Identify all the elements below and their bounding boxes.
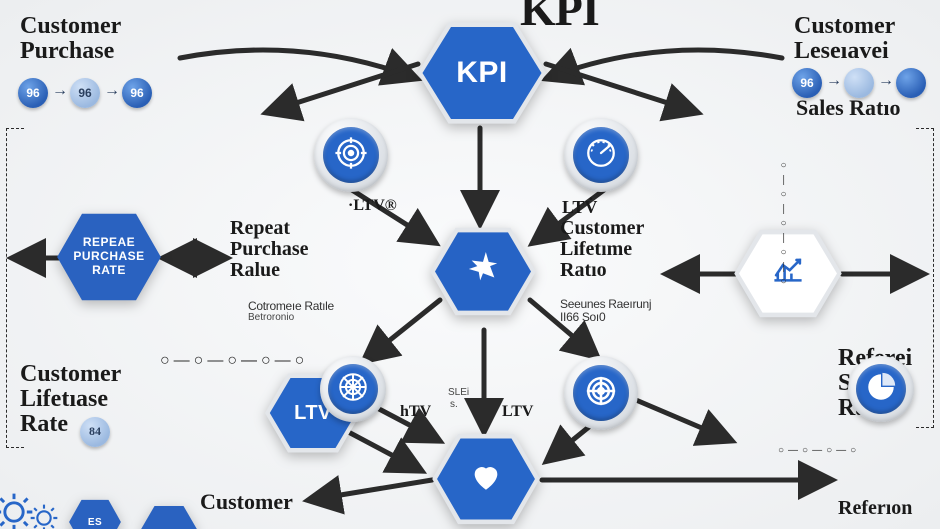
label-clr-block: Customer Lifetıme Ratıo [560, 218, 644, 281]
hex-mini-1: ES [68, 498, 122, 529]
heart-icon [469, 460, 503, 499]
dot-arrow-tl-1: → [52, 82, 68, 100]
chain-right: ○—○—○—○—○ [778, 160, 877, 296]
label-mid-sle: SLEі [448, 388, 469, 399]
bracket-left [6, 128, 24, 448]
label-repeat-block: Repeat Purchase Ralue [230, 218, 309, 281]
badge-pie [848, 356, 914, 422]
label-ltv-l: ·LTV® [348, 198, 397, 215]
label-sub-r1: Seeunes Raeırunj [560, 298, 651, 311]
dot-arrow-tr-1: → [826, 72, 842, 90]
chain-left: ○—○—○—○—○ [160, 352, 308, 370]
badge-radar-1 [320, 356, 386, 422]
dot-tl-3: 96 [122, 78, 152, 108]
dot-tr-2 [844, 68, 874, 98]
label-sub-l1: Cotromeıe Ratıle [248, 300, 334, 313]
badge-radar-2 [564, 356, 638, 430]
badge-speed [564, 118, 638, 192]
dot-tl-2: 96 [70, 78, 100, 108]
hex-repeat-purchase-rate: REPEAE PURCHASE RATE [55, 210, 163, 304]
dot-tr-3 [896, 68, 926, 98]
dot-tr-1: 96 [792, 68, 822, 98]
label-mid-s: s. [450, 400, 458, 411]
label-ltv2: LTV [502, 404, 533, 421]
hex-kpi: KPI [415, 18, 549, 128]
hex-center [428, 224, 538, 319]
gear-icon-2 [28, 502, 60, 529]
badge-target [314, 118, 388, 192]
label-sub-l2: Betroronio [248, 313, 294, 324]
label-bottom-customer: Customer [200, 490, 293, 513]
radar-thick-icon [584, 374, 618, 413]
corner-tl-title: Customer Purchase [20, 14, 121, 64]
dot-arrow-tr-2: → [878, 72, 894, 90]
corner-tr-subtitle: Sales Ratıo [796, 96, 901, 119]
label-htv: hTV [400, 404, 431, 421]
dot-bl-badge: 84 [80, 417, 110, 447]
chain-right-2: ○—○—○—○ [778, 440, 860, 458]
diagram-canvas: KPI Customer Purchase 96 → 96 → 96 Custo… [0, 0, 940, 529]
corner-tr-title: Customer Leseıaveі [794, 14, 895, 64]
hex-heart [430, 430, 542, 528]
radar-icon [336, 370, 370, 409]
label-ltv-r: LTV̇ [562, 198, 597, 217]
corner-bl-title: Customer Lifetıase Rate 84 [20, 362, 121, 443]
label-bottom-referon: Referıon [838, 498, 912, 519]
bracket-right [916, 128, 934, 428]
dot-tl-1: 96 [18, 78, 48, 108]
plane-icon [466, 252, 500, 291]
dot-arrow-tl-2: → [104, 82, 120, 100]
hex-mini-2 [140, 504, 198, 529]
pie-icon [864, 370, 898, 409]
target-icon [334, 136, 368, 175]
speed-dial-icon [584, 136, 618, 175]
label-sub-r2: II66 Soı0 [560, 311, 605, 324]
